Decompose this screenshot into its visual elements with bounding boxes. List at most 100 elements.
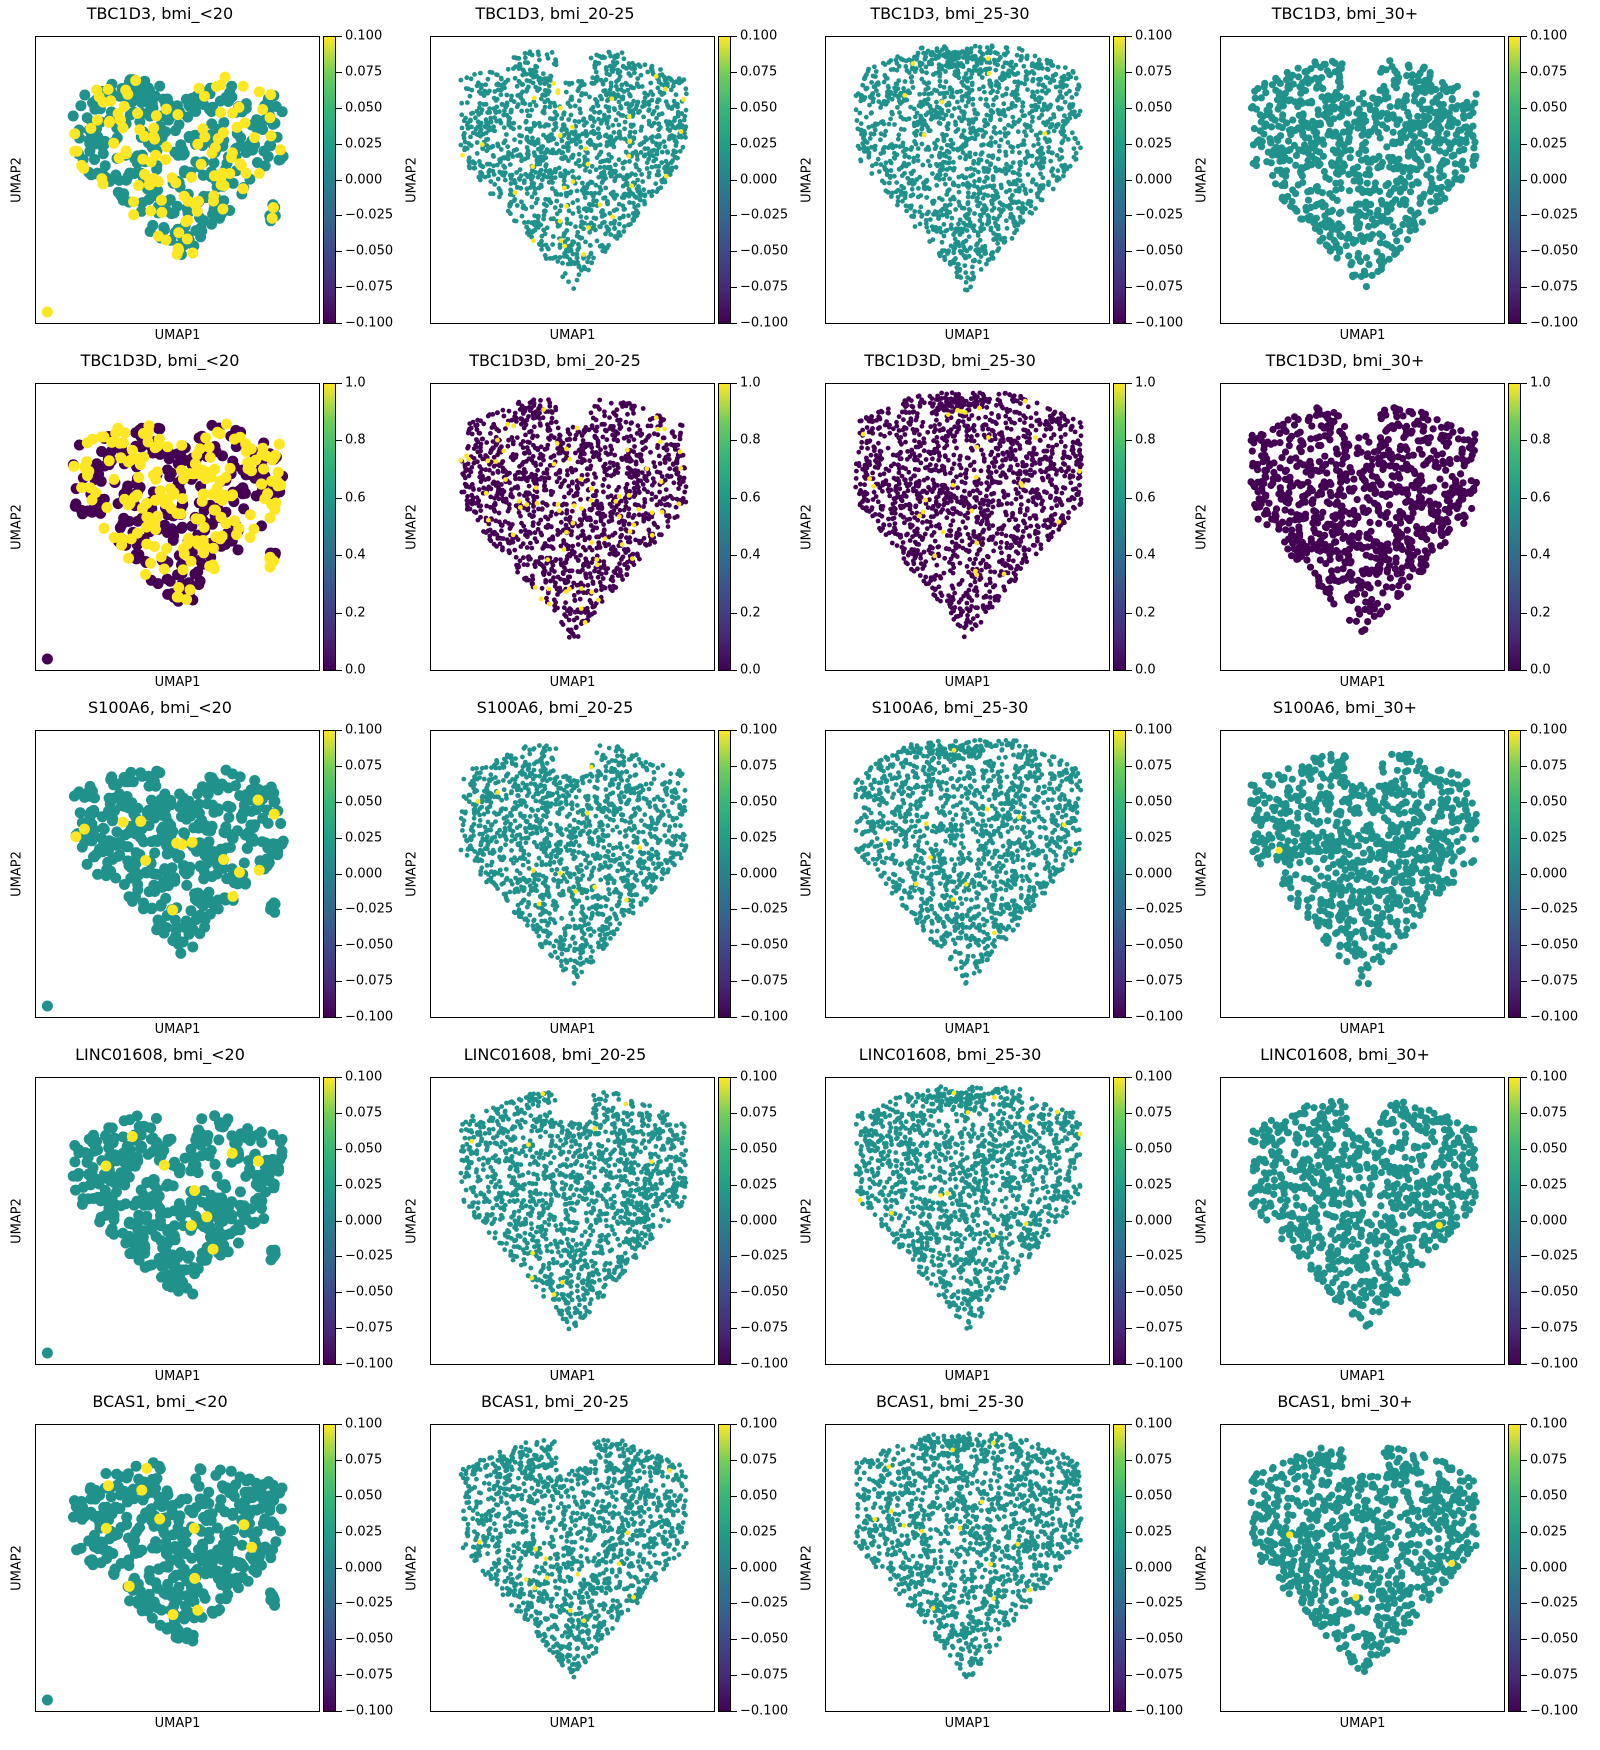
cell-point	[663, 173, 669, 179]
cell-point	[970, 117, 975, 123]
cell-point	[1333, 254, 1341, 262]
cell-point	[609, 155, 614, 160]
cell-point	[676, 80, 682, 86]
cell-point	[858, 157, 863, 163]
cell-point	[549, 170, 555, 176]
cell-point	[896, 93, 901, 99]
cell-point	[576, 133, 582, 139]
cell-point	[172, 109, 184, 121]
cell-point	[541, 208, 547, 214]
cell-point	[509, 93, 514, 99]
cell-point	[572, 118, 578, 124]
cell-point	[562, 168, 568, 174]
cell-point	[1067, 163, 1073, 169]
cell-point	[868, 131, 874, 137]
cell-point	[477, 101, 483, 106]
cell-point	[1042, 131, 1048, 136]
cell-point	[530, 135, 535, 141]
cell-point	[237, 80, 249, 92]
cell-point	[937, 71, 943, 76]
cell-point	[561, 178, 567, 184]
cell-point	[982, 169, 987, 174]
cell-point	[1055, 168, 1061, 174]
cell-point	[628, 122, 634, 128]
cell-point	[980, 195, 986, 201]
cell-point	[148, 131, 159, 143]
cell-point	[1035, 61, 1041, 67]
cell-point	[1437, 190, 1445, 198]
cell-point	[993, 139, 998, 145]
cell-point	[543, 92, 549, 97]
x-axis-label: UMAP1	[35, 328, 320, 343]
cell-point	[1075, 140, 1081, 146]
cell-point	[1003, 153, 1009, 158]
cell-point	[1355, 208, 1363, 217]
cell-point	[983, 97, 989, 102]
cell-point	[990, 102, 996, 108]
cell-point	[257, 104, 269, 115]
cell-point	[1293, 207, 1301, 215]
cell-point	[498, 120, 503, 125]
cell-point	[919, 116, 925, 121]
cell-point	[1432, 95, 1440, 103]
cell-point	[1307, 187, 1315, 195]
cell-point	[615, 67, 621, 73]
cell-point	[1424, 137, 1432, 145]
cell-point	[946, 187, 952, 193]
cell-point	[946, 149, 952, 155]
cell-point	[179, 165, 191, 177]
cell-point	[462, 130, 467, 136]
cell-point	[85, 122, 97, 134]
cell-point	[593, 227, 598, 233]
cell-point	[525, 60, 530, 66]
cell-point	[653, 181, 659, 187]
cell-point	[583, 91, 589, 97]
x-axis-label: UMAP1	[35, 675, 320, 690]
cell-point	[890, 111, 895, 117]
cell-point	[1407, 206, 1415, 214]
cell-point	[950, 244, 956, 250]
cell-point	[257, 124, 269, 135]
colorbar-tick	[731, 251, 737, 253]
cell-point	[1024, 149, 1030, 155]
cell-point	[1334, 165, 1342, 173]
cell-point	[910, 61, 916, 66]
cell-point	[952, 236, 958, 242]
cell-point	[970, 264, 975, 270]
cell-point	[1036, 57, 1042, 63]
cell-point	[516, 56, 522, 61]
cell-point	[1073, 150, 1079, 156]
cell-point	[945, 251, 950, 256]
cell-point	[560, 260, 565, 266]
cell-point	[468, 76, 474, 82]
colorbar-tick	[1521, 215, 1527, 217]
cell-point	[1006, 73, 1012, 79]
cell-point	[656, 164, 662, 169]
cell-point	[1349, 165, 1357, 173]
cell-point	[600, 208, 605, 213]
cell-point	[902, 79, 908, 84]
cell-point	[944, 167, 950, 172]
cell-point	[514, 170, 519, 175]
cell-point	[603, 77, 609, 83]
cell-point	[1041, 103, 1047, 109]
cell-point	[914, 110, 920, 116]
cell-point	[937, 150, 943, 156]
cell-point	[533, 170, 538, 175]
cell-point	[988, 227, 994, 233]
cell-point	[980, 51, 986, 57]
cell-point	[900, 57, 906, 63]
cell-point	[506, 115, 512, 121]
cell-point	[903, 152, 908, 158]
cell-point	[982, 243, 988, 249]
cell-point	[1005, 140, 1011, 145]
cell-point	[989, 198, 994, 204]
cell-point	[862, 95, 868, 100]
cell-point	[633, 149, 638, 155]
cell-point	[564, 203, 569, 209]
cell-point	[1028, 203, 1034, 209]
cell-point	[606, 114, 612, 120]
cell-point	[889, 96, 895, 102]
cell-point	[961, 205, 967, 211]
cell-point	[654, 105, 660, 110]
